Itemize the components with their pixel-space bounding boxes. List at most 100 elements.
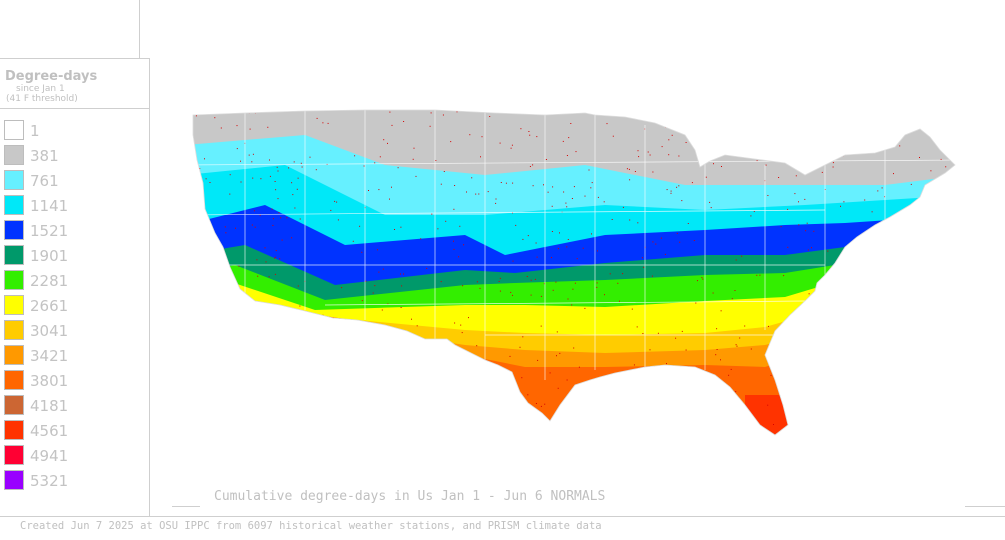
station-dot <box>949 283 951 285</box>
station-dot <box>394 229 395 230</box>
station-dot <box>428 423 429 425</box>
station-dot <box>192 366 193 367</box>
station-dot <box>596 430 598 432</box>
station-dot <box>440 281 442 283</box>
legend-value: 1 <box>30 122 40 140</box>
station-dot <box>712 292 714 294</box>
station-dot <box>914 106 915 107</box>
station-dot <box>287 343 289 345</box>
station-dot <box>445 220 447 222</box>
station-dot <box>529 134 531 136</box>
station-dot <box>556 355 557 357</box>
station-dot <box>720 310 722 312</box>
station-dot <box>871 211 873 213</box>
station-dot <box>250 382 252 384</box>
station-dot <box>698 130 700 132</box>
legend-item: 5321 <box>4 470 144 492</box>
station-dot <box>584 195 586 197</box>
station-dot <box>259 324 261 326</box>
station-dot <box>807 249 809 251</box>
station-dot <box>843 201 845 203</box>
station-dot <box>412 158 414 160</box>
station-dot <box>214 117 216 119</box>
station-dot <box>611 219 613 220</box>
station-dot <box>251 224 253 226</box>
station-dot <box>282 378 284 380</box>
station-dot <box>476 345 478 347</box>
station-dot <box>255 447 256 448</box>
station-dot <box>337 219 339 221</box>
legend-value: 2661 <box>30 297 69 315</box>
legend-value: 2281 <box>30 272 69 290</box>
station-dot <box>535 242 537 244</box>
station-dot <box>848 411 850 413</box>
station-dot <box>291 237 293 239</box>
legend-item: 381 <box>4 145 144 167</box>
station-dot <box>368 190 369 191</box>
station-dot <box>566 206 568 208</box>
station-dot <box>829 128 831 130</box>
station-dot <box>753 210 755 212</box>
station-dot <box>443 171 445 172</box>
station-dot <box>282 110 283 112</box>
station-dot <box>277 198 279 200</box>
station-dot <box>512 294 513 296</box>
legend-value: 1901 <box>30 247 69 265</box>
station-dot <box>604 294 605 296</box>
station-dot <box>788 333 790 334</box>
station-dot <box>551 257 552 259</box>
station-dot <box>252 153 254 155</box>
station-dot <box>705 176 707 178</box>
station-dot <box>393 435 394 436</box>
legend-value: 381 <box>30 147 59 165</box>
station-dot <box>790 422 792 424</box>
station-dot <box>588 169 590 171</box>
station-dot <box>328 331 330 333</box>
legend-swatch <box>4 170 24 190</box>
station-dot <box>423 418 425 420</box>
station-dot <box>934 406 936 408</box>
station-dot <box>802 113 804 115</box>
station-dot <box>453 208 455 210</box>
station-dot <box>196 113 198 114</box>
station-dot <box>389 198 390 200</box>
station-dot <box>691 182 693 184</box>
station-dot <box>275 250 277 252</box>
station-dot <box>297 177 299 179</box>
station-dot <box>403 121 405 122</box>
station-dot <box>642 117 643 119</box>
station-dot <box>891 353 893 355</box>
station-dot <box>207 299 209 301</box>
station-dot <box>914 440 915 441</box>
station-dot <box>836 362 838 364</box>
station-dot <box>230 372 232 374</box>
legend-swatch <box>4 395 24 415</box>
legend-item: 4941 <box>4 445 144 467</box>
station-dot <box>626 168 628 170</box>
station-dot <box>552 186 554 188</box>
station-dot <box>318 445 319 446</box>
station-dot <box>575 151 577 153</box>
station-dot <box>272 224 274 226</box>
station-dot <box>194 222 196 224</box>
station-dot <box>734 290 736 291</box>
station-dot <box>716 349 718 350</box>
station-dot <box>836 342 837 343</box>
station-dot <box>431 213 433 215</box>
station-dot <box>709 159 711 161</box>
map-color-bands <box>185 106 955 448</box>
station-dot <box>566 246 568 248</box>
station-dot <box>801 152 803 154</box>
legend-value: 4941 <box>30 447 69 465</box>
station-dot <box>185 260 186 261</box>
station-dot <box>225 232 227 234</box>
station-dot <box>510 291 512 293</box>
station-dot <box>543 184 544 186</box>
station-dot <box>377 365 379 367</box>
station-dot <box>873 334 875 336</box>
station-dot <box>840 205 841 207</box>
station-dot <box>697 406 699 408</box>
station-dot <box>552 289 554 291</box>
station-dot <box>940 413 942 415</box>
station-dot <box>430 112 432 114</box>
